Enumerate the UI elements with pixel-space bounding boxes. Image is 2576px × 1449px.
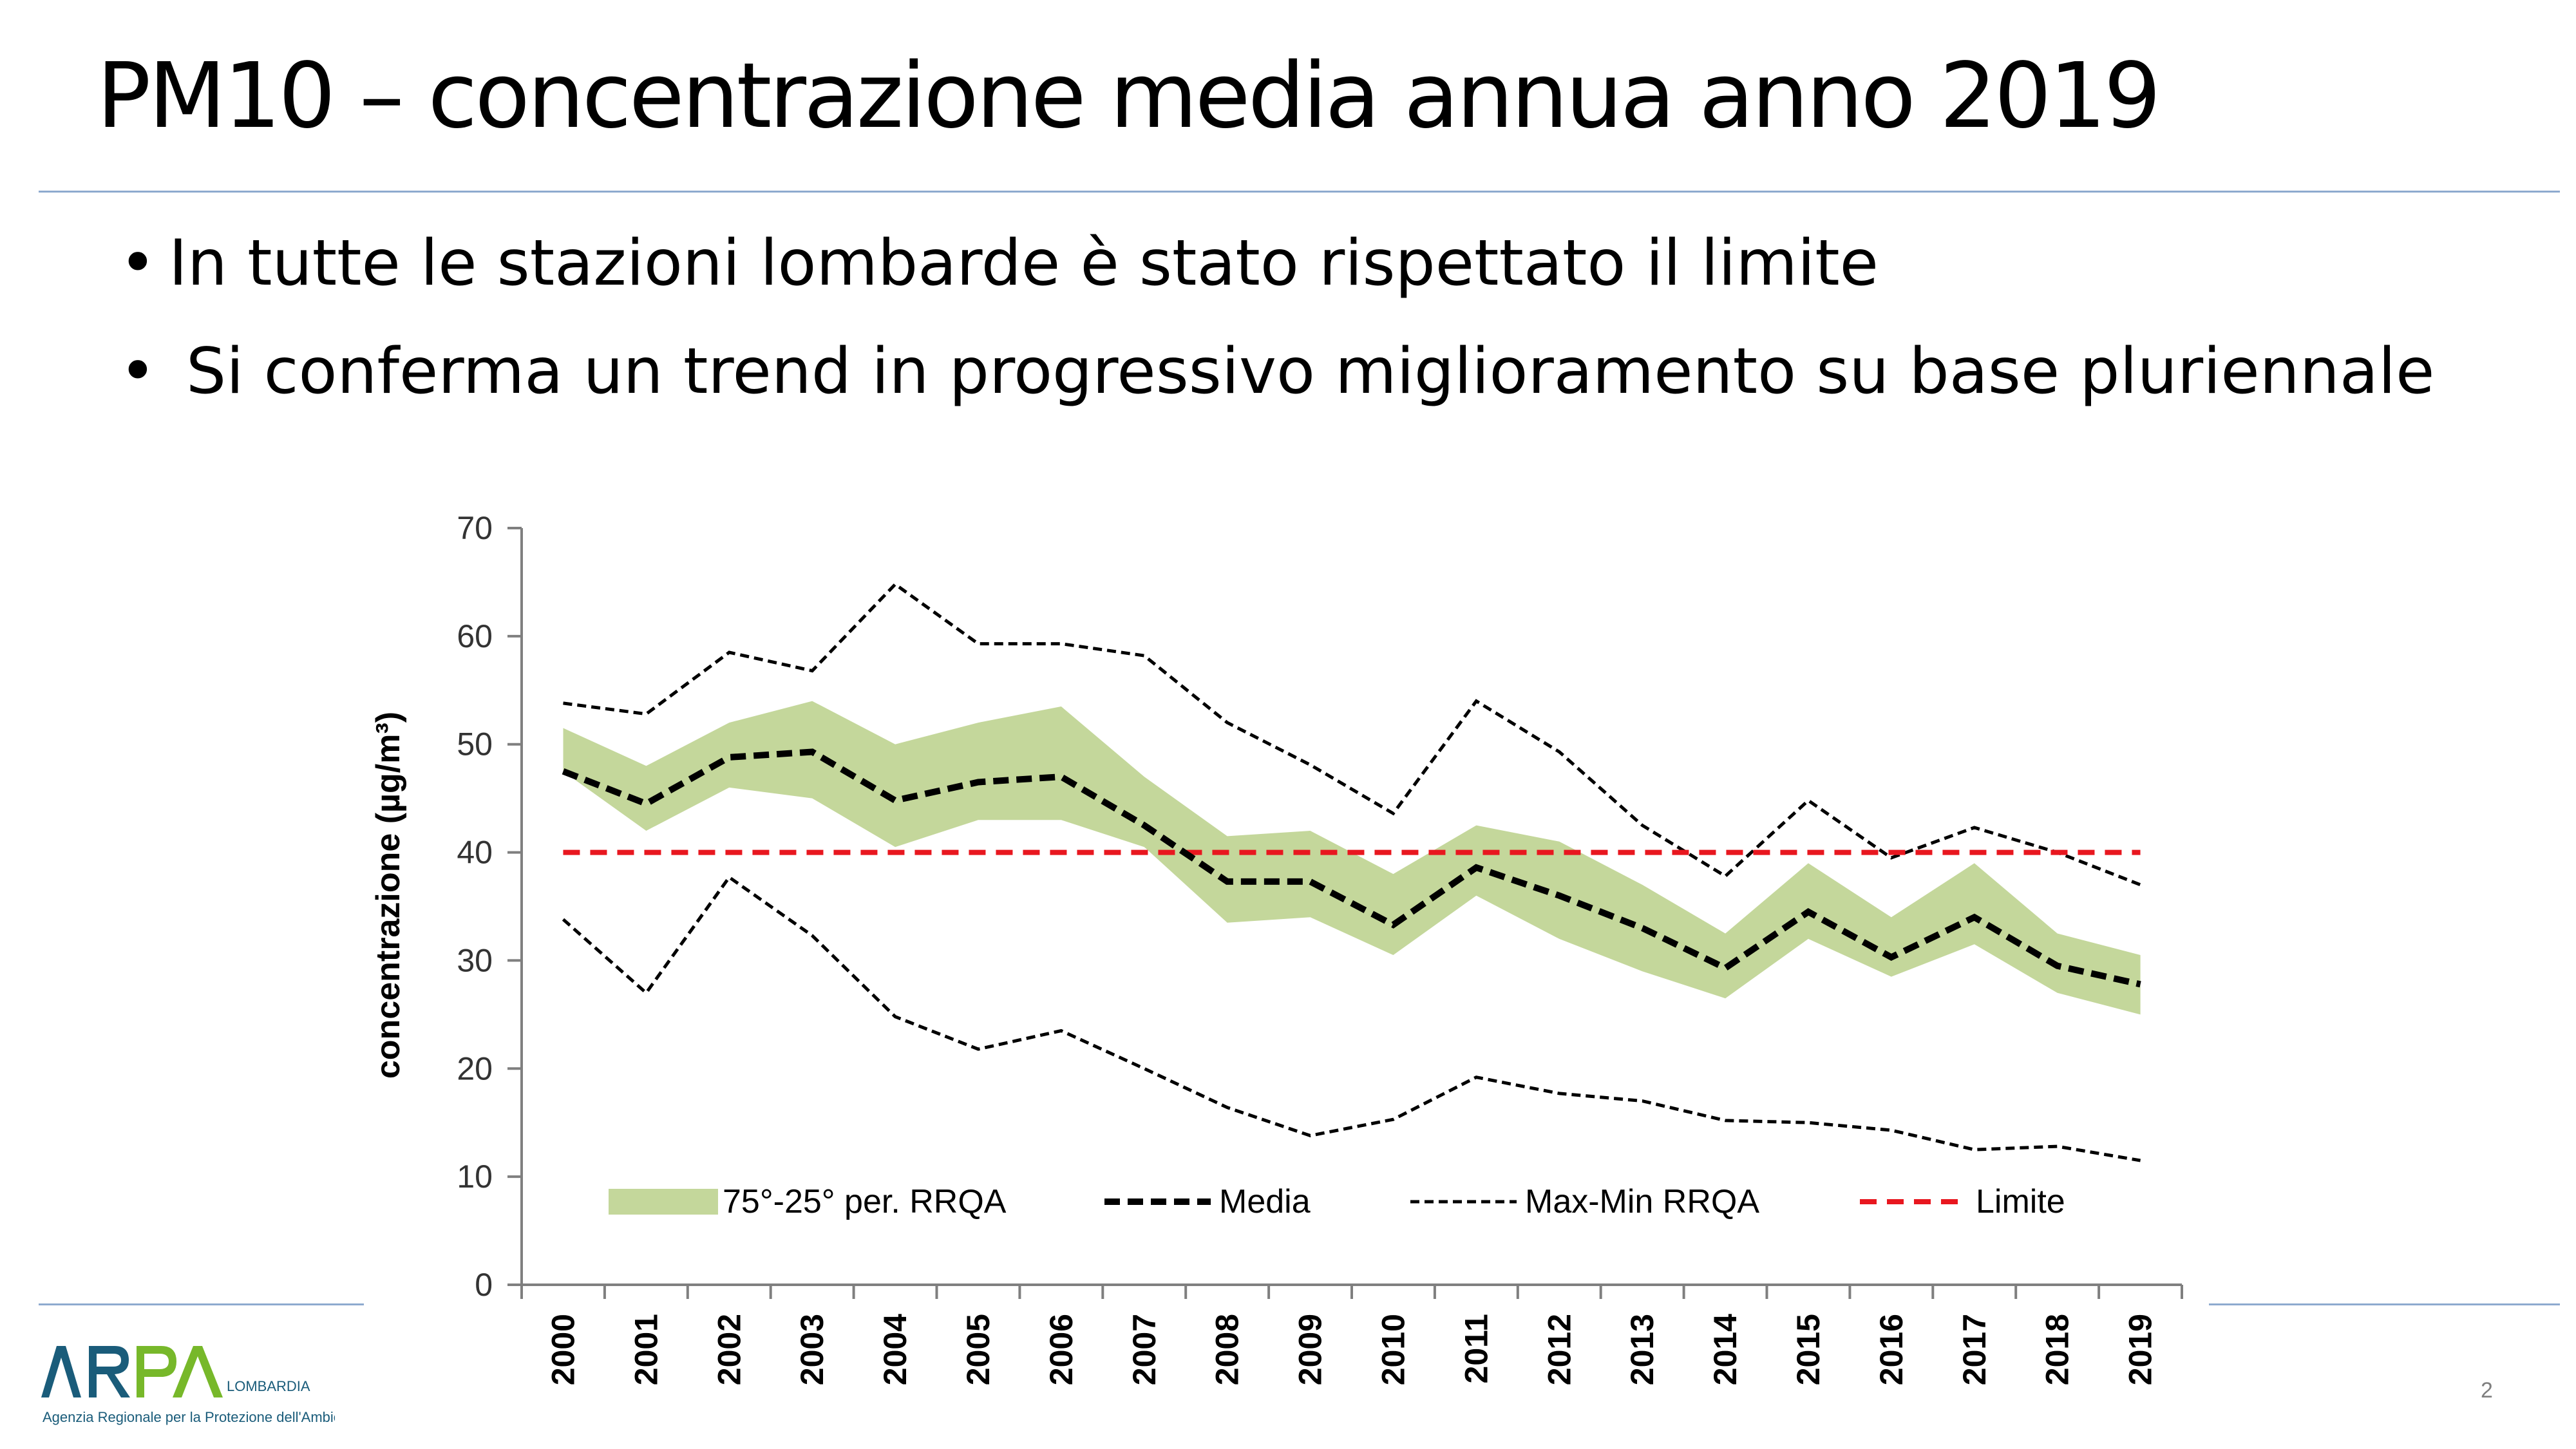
x-tick-label: 2011 [1458,1314,1494,1383]
y-axis-label: concentrazione (µg/m³) [370,712,407,1079]
legend-label-maxmin: Max-Min RRQA [1525,1183,1759,1220]
x-tick-label: 2003 [794,1314,830,1385]
x-tick-label: 2017 [1956,1314,1993,1385]
bullet-text: Si conferma un trend in progressivo migl… [186,335,2435,408]
legend-swatch-band [609,1189,718,1215]
x-tick-label: 2014 [1707,1314,1743,1385]
bullet-dot-icon: • [119,335,156,408]
x-tick-label: 2005 [960,1314,996,1385]
y-tick-label: 70 [457,510,493,546]
bullet-text: In tutte le stazioni lombarde è stato ri… [169,227,1879,300]
x-tick-label: 2019 [2123,1314,2159,1385]
y-tick-label: 20 [457,1050,493,1086]
y-tick-label: 40 [457,835,493,871]
x-tick-label: 2018 [2040,1314,2076,1385]
legend-label-media: Media [1219,1183,1311,1220]
band-75-25-area [563,701,2141,1015]
series-min-line [562,875,2141,1162]
x-tick-label: 2013 [1624,1314,1660,1385]
legend-label-limite: Limite [1976,1183,2065,1220]
title-divider [39,191,2560,193]
logo-mark-icon [41,1346,223,1397]
x-tick-label: 2007 [1126,1314,1162,1385]
x-tick-label: 2012 [1541,1314,1577,1385]
bullet-dot-icon: • [119,227,156,300]
bullet-item: • In tutte le stazioni lombarde è stato … [119,232,2434,295]
x-tick-label: 2006 [1043,1314,1079,1385]
y-tick-label: 0 [475,1267,493,1303]
series-max-line [563,582,2141,887]
x-tick-label: 2016 [1873,1314,1909,1385]
y-tick-label: 30 [457,942,493,978]
x-tick-label: 2008 [1209,1314,1245,1385]
slide-title: PM10 – concentrazione media annua anno 2… [97,44,2161,149]
x-tick-label: 2002 [711,1314,747,1385]
logo-subtitle-text: Agenzia Regionale per la Protezione dell… [43,1409,335,1425]
x-tick-label: 2004 [877,1314,913,1385]
footer-divider-right [2209,1303,2560,1305]
x-tick-label: 2009 [1293,1314,1329,1385]
page-number: 2 [2481,1378,2493,1403]
series-media-line [562,748,2141,988]
x-tick-label: 2015 [1790,1314,1826,1385]
footer-divider-left [39,1303,364,1305]
y-tick-label: 10 [457,1159,493,1195]
logo-region-text: LOMBARDIA [227,1378,310,1394]
legend-label-band: 75°-25° per. RRQA [723,1183,1007,1220]
x-tick-label: 2000 [545,1314,581,1385]
y-tick-label: 50 [457,726,493,762]
x-tick-label: 2001 [628,1314,664,1385]
x-tick-label: 2010 [1375,1314,1411,1385]
bullet-item: • Si conferma un trend in progressivo mi… [119,340,2434,403]
arpa-logo: LOMBARDIA Agenzia Regionale per la Prote… [41,1346,335,1427]
y-tick-label: 60 [457,618,493,654]
bullet-list: • In tutte le stazioni lombarde è stato … [119,232,2434,448]
